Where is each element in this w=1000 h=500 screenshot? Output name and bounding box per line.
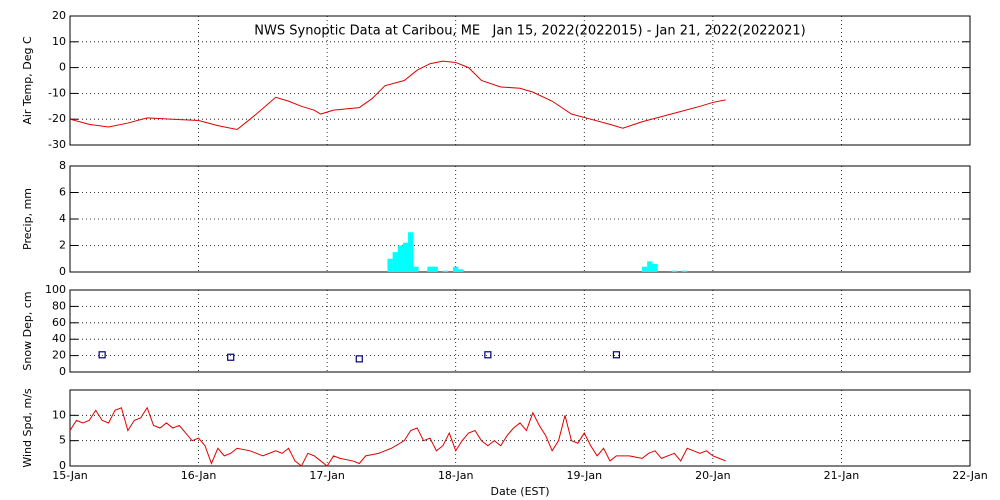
precip-bar (642, 266, 648, 272)
y-tick-label: -10 (48, 86, 66, 99)
panel-frame (69, 389, 971, 467)
x-tick-label: 20-Jan (695, 469, 731, 482)
y-tick-label: 4 (59, 212, 66, 225)
precip-bar (402, 242, 409, 272)
precip-bar (647, 261, 653, 272)
x-axis-label: Date (EST) (490, 485, 549, 498)
y-axis-label: Snow Dep, cm (21, 291, 34, 370)
data-line (69, 60, 726, 131)
precip-bar (413, 266, 419, 272)
chart-title: NWS Synoptic Data at Caribou, ME Jan 15,… (254, 24, 805, 39)
precip-bar (442, 270, 449, 272)
x-tick-label: 19-Jan (567, 469, 603, 482)
y-tick-label: 5 (59, 434, 66, 447)
y-tick-label: 100 (45, 283, 66, 296)
y-axis-label: Wind Spd, m/s (21, 388, 34, 468)
y-tick-label: 0 (59, 365, 66, 378)
snow-point (227, 353, 235, 361)
snow-point (98, 351, 106, 359)
y-tick-label: 0 (59, 265, 66, 278)
x-tick-label: 16-Jan (181, 469, 217, 482)
precip-bar (392, 252, 398, 272)
precip-bar (652, 264, 658, 272)
y-tick-label: 60 (52, 316, 66, 329)
snow-point (612, 351, 621, 359)
data-line (69, 406, 726, 467)
x-tick-label: 22-Jan (952, 469, 988, 482)
y-tick-label: 0 (59, 459, 66, 472)
y-tick-label: 40 (52, 332, 66, 345)
precip-bar (408, 232, 414, 272)
panel-frame (69, 15, 971, 146)
y-tick-label: -20 (48, 112, 66, 125)
y-tick-label: 20 (52, 349, 66, 362)
y-tick-label: 8 (59, 159, 66, 172)
x-tick-label: 17-Jan (309, 469, 345, 482)
precip-bar (671, 270, 677, 272)
y-tick-label: -30 (48, 138, 66, 151)
precip-bar (681, 270, 688, 272)
y-tick-label: 10 (52, 408, 66, 421)
y-tick-label: 80 (52, 299, 66, 312)
panel-frame (69, 165, 971, 273)
y-tick-label: 2 (59, 239, 66, 252)
y-axis-label: Air Temp, Deg C (21, 36, 34, 125)
y-axis-label: Precip, mm (21, 188, 34, 250)
snow-point (355, 355, 363, 363)
snow-point (484, 351, 492, 359)
panel-frame (69, 289, 971, 373)
precip-bar (397, 245, 404, 272)
precip-bar (453, 266, 459, 272)
x-tick-label: 18-Jan (438, 469, 474, 482)
precip-bar (432, 266, 438, 272)
y-tick-label: 6 (59, 186, 66, 199)
precip-bar (427, 266, 433, 272)
y-tick-label: 0 (59, 61, 66, 74)
x-tick-label: 15-Jan (52, 469, 88, 482)
y-tick-label: 20 (52, 9, 66, 22)
y-tick-label: 10 (52, 35, 66, 48)
precip-bar (387, 258, 393, 272)
x-tick-label: 21-Jan (824, 469, 860, 482)
precip-bar (458, 269, 464, 272)
